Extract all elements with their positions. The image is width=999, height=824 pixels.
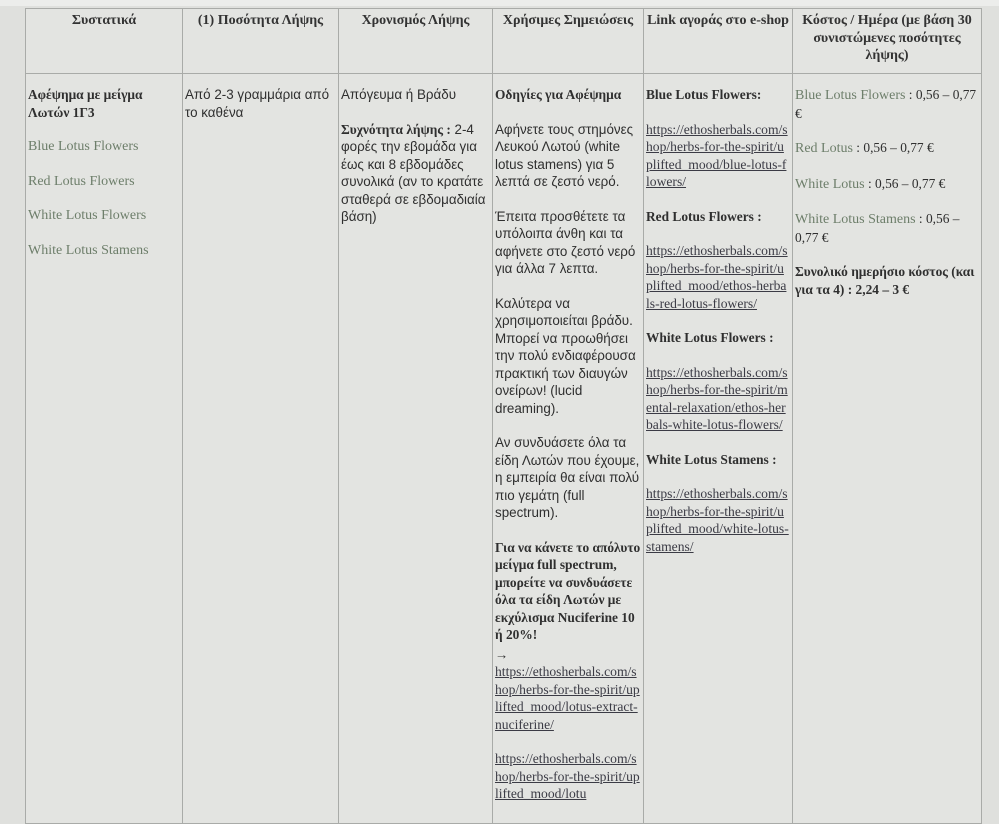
cost-item: Blue Lotus Flowers : 0,56 – 0,77 € <box>795 86 979 122</box>
cell-notes: Οδηγίες για Αφέψημα Αφήνετε τους στημόνε… <box>492 73 644 824</box>
cell-costs: Blue Lotus Flowers : 0,56 – 0,77 € Red L… <box>792 73 982 824</box>
nuciferine-link[interactable]: https://ethosherbals.com/shop/herbs-for-… <box>495 664 640 732</box>
red-lotus-link[interactable]: https://ethosherbals.com/shop/herbs-for-… <box>646 243 788 311</box>
cost-item: Red Lotus : 0,56 – 0,77 € <box>795 139 979 158</box>
notes-paragraph: Αφήνετε τους στημόνες Λευκού Λωτού (whit… <box>495 121 634 190</box>
link-label: Blue Lotus Flowers: <box>646 87 762 102</box>
cell-timing: Απόγευμα ή Βράδυ Συχνότητα λήψης : 2-4 φ… <box>338 73 493 824</box>
ingredient-title: Αφέψημα με μείγμα Λωτών 1Γ3 <box>28 87 143 120</box>
notes-paragraph: Έπειτα προσθέτετε τα υπόλοιπα άνθη και τ… <box>495 208 636 277</box>
header-row: Συστατικά (1) Ποσότητα Λήψης Χρονισμός Λ… <box>25 8 982 74</box>
ingredient-item: Red Lotus Flowers <box>28 173 135 189</box>
cost-item-name: White Lotus <box>795 176 865 192</box>
cell-quantity: Από 2-3 γραμμάρια από το καθένα <box>182 73 339 824</box>
quantity-text: Από 2-3 γραμμάρια από το καθένα <box>185 87 330 120</box>
cost-item: White Lotus : 0,56 – 0,77 € <box>795 175 979 194</box>
cost-item-value: : 0,56 – 0,77 € <box>795 211 960 245</box>
header-quantity: (1) Ποσότητα Λήψης <box>182 8 339 74</box>
lotus-product-table: Συστατικά (1) Ποσότητα Λήψης Χρονισμός Λ… <box>25 8 982 824</box>
lotus-extract-link[interactable]: https://ethosherbals.com/shop/herbs-for-… <box>495 751 640 801</box>
cost-item-value: : 0,56 – 0,77 € <box>852 140 934 155</box>
ingredient-item: Blue Lotus Flowers <box>28 139 139 154</box>
header-cost-per-day: Κόστος / Ημέρα (με βάση 30 συνιστώμενες … <box>792 8 982 74</box>
link-label: Red Lotus Flowers : <box>646 208 762 224</box>
frequency-text: Συχνότητα λήψης : 2-4 φορές την εβομάδα … <box>341 121 490 226</box>
header-ingredients: Συστατικά <box>25 8 183 74</box>
notes-paragraph: Καλύτερα να χρησιμοποιείται βράδυ. Μπορε… <box>495 295 636 416</box>
notes-title: Οδηγίες για Αφέψημα <box>495 87 622 102</box>
blue-lotus-link[interactable]: https://ethosherbals.com/shop/herbs-for-… <box>646 121 788 190</box>
arrow-icon: → <box>495 646 509 662</box>
notes-paragraph: Αν συνδυάσετε όλα τα είδη Λωτών που έχου… <box>495 435 640 520</box>
notes-bold-paragraph: Για να κάνετε το απόλυτο μείγμα full spe… <box>495 539 641 643</box>
cost-item-name: White Lotus Stamens <box>795 212 916 227</box>
timing-text: Απόγευμα ή Βράδυ <box>341 87 457 102</box>
link-label: White Lotus Stamens : <box>646 451 777 467</box>
cost-item-value: : 0,56 – 0,77 € <box>795 87 977 121</box>
white-lotus-flowers-link[interactable]: https://ethosherbals.com/shop/herbs-for-… <box>646 364 788 433</box>
header-timing: Χρονισμός Λήψης <box>338 8 493 74</box>
cost-item-name: Blue Lotus Flowers <box>795 88 906 103</box>
table-row: Αφέψημα με μείγμα Λωτών 1Γ3 Blue Lotus F… <box>25 73 982 824</box>
frequency-label: Συχνότητα λήψης : <box>341 121 451 137</box>
cost-item-name: Red Lotus <box>795 141 853 156</box>
total-cost: Συνολικό ημερήσιο κόστος (και για τα 4) … <box>795 264 975 297</box>
frequency-value: 2-4 φορές την εβομάδα για έως και 8 εβδο… <box>341 121 486 225</box>
cost-item-value: : 0,56 – 0,77 € <box>864 175 946 191</box>
cost-item: White Lotus Stamens : 0,56 – 0,77 € <box>795 210 979 246</box>
link-label: White Lotus Flowers : <box>646 330 774 345</box>
ingredient-item: White Lotus Flowers <box>28 208 147 223</box>
ingredient-item: White Lotus Stamens <box>28 242 149 258</box>
header-eshop-link: Link αγοράς στο e-shop <box>643 8 793 74</box>
white-lotus-stamens-link[interactable]: https://ethosherbals.com/shop/herbs-for-… <box>646 486 789 554</box>
cell-ingredients: Αφέψημα με μείγμα Λωτών 1Γ3 Blue Lotus F… <box>25 73 183 824</box>
window-top-edge <box>0 0 999 6</box>
cell-links: Blue Lotus Flowers: https://ethosherbals… <box>643 73 793 824</box>
header-notes: Χρήσιμες Σημειώσεις <box>492 8 644 74</box>
